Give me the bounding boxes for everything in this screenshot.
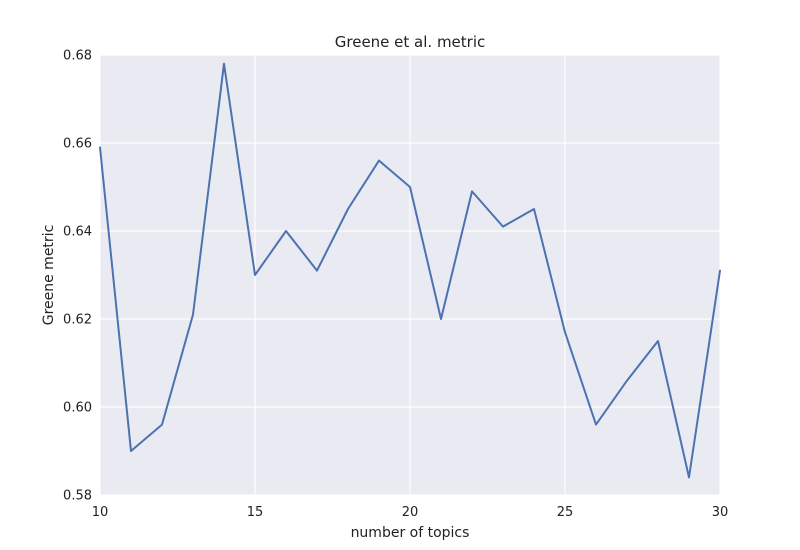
x-tick-label: 15 (247, 505, 264, 520)
x-tick-label: 10 (92, 505, 109, 520)
tick-labels: 10 15 20 25 30 0.58 0.60 0.62 0.64 0.66 0.68 (63, 49, 728, 521)
y-tick-label: 0.64 (63, 225, 92, 240)
y-tick-label: 0.66 (63, 137, 92, 152)
y-tick-label: 0.68 (63, 49, 92, 64)
y-tick-label: 0.60 (63, 401, 92, 416)
x-tick-label: 25 (557, 505, 574, 520)
chart-title: Greene et al. metric (335, 33, 486, 51)
series-layer (99, 62, 721, 479)
x-tick-label: 20 (402, 505, 419, 520)
y-tick-label: 0.62 (63, 313, 92, 328)
y-tick-label: 0.58 (63, 489, 92, 504)
x-axis-title: number of topics (351, 525, 470, 541)
x-tick-label: 30 (712, 505, 729, 520)
y-axis-title: Greene metric (41, 225, 57, 326)
series-line (99, 62, 721, 479)
